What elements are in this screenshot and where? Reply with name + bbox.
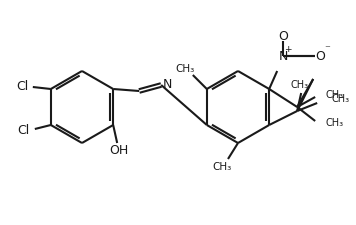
Text: O: O — [315, 50, 325, 63]
Text: O: O — [278, 29, 288, 43]
Text: Cl: Cl — [18, 124, 30, 137]
Text: CH₃: CH₃ — [325, 90, 343, 100]
Text: CH₃: CH₃ — [175, 64, 194, 74]
Text: CH₃: CH₃ — [325, 118, 343, 128]
Text: CH₃: CH₃ — [331, 94, 349, 104]
Text: CH₃: CH₃ — [213, 162, 232, 172]
Text: CH₃: CH₃ — [290, 80, 308, 90]
Text: N: N — [162, 77, 172, 90]
Text: N: N — [278, 50, 288, 63]
Text: +: + — [284, 45, 292, 54]
Text: Cl: Cl — [17, 81, 29, 94]
Text: OH: OH — [110, 144, 129, 157]
Text: ⁻: ⁻ — [324, 44, 330, 54]
